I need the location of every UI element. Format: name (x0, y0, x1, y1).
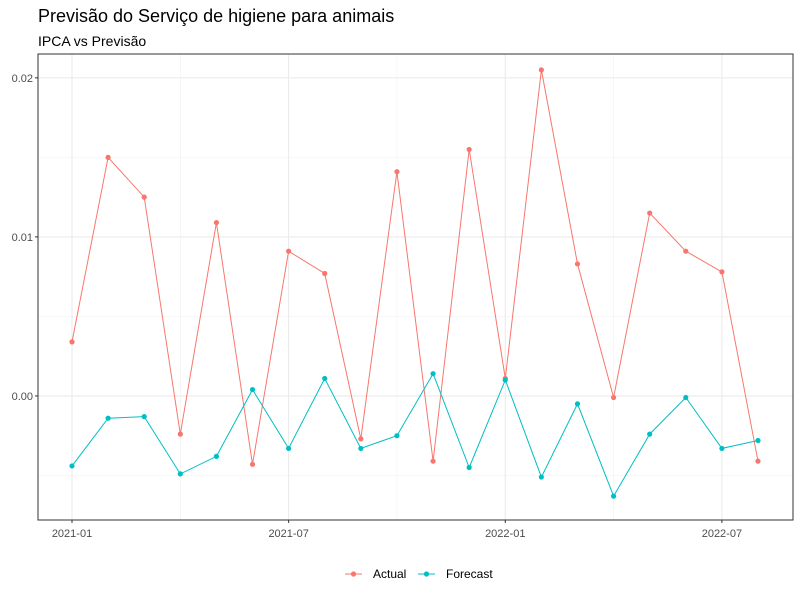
legend-label-forecast: Forecast (446, 567, 493, 581)
data-point-actual (141, 194, 147, 200)
legend: Actual Forecast (345, 567, 493, 581)
data-point-forecast (358, 445, 364, 452)
x-tick-label: 2021-07 (268, 528, 308, 540)
y-tick-label: 0.01 (12, 232, 33, 244)
data-point-actual (358, 436, 364, 442)
series-line-forecast (71, 372, 759, 498)
data-point-actual (466, 146, 472, 153)
data-point-forecast (755, 437, 761, 444)
y-tick-label: 0.00 (12, 391, 33, 403)
grid (38, 54, 793, 520)
y-axis: 0.00 0.01 0.02 (12, 73, 38, 403)
x-tick-label: 2022-01 (485, 528, 525, 540)
x-tick-label: 2022-07 (702, 528, 742, 540)
data-point-forecast (69, 463, 75, 469)
data-point-actual (249, 461, 256, 467)
data-point-forecast (647, 431, 653, 437)
data-point-forecast (322, 375, 328, 382)
y-tick-label: 0.02 (12, 73, 33, 85)
series-lines (71, 69, 759, 498)
chart-title: Previsão do Serviço de higiene para anim… (38, 6, 395, 26)
data-point-forecast (141, 414, 147, 420)
data-point-actual (430, 458, 436, 464)
series-line-actual (71, 69, 759, 465)
data-point-actual (755, 458, 761, 464)
x-tick-label: 2021-01 (52, 528, 92, 540)
data-point-actual (286, 248, 292, 254)
data-point-actual (394, 169, 400, 175)
legend-key-point-forecast (423, 571, 430, 577)
series-points (69, 67, 761, 499)
data-point-forecast (719, 445, 725, 452)
data-point-actual (574, 261, 581, 267)
x-axis: 2021-01 2021-07 2022-01 2022-07 (52, 520, 742, 540)
data-point-forecast (286, 445, 292, 452)
data-point-actual (322, 270, 328, 277)
data-point-actual (538, 67, 544, 73)
data-point-forecast (538, 474, 544, 480)
data-point-forecast (249, 386, 256, 393)
data-point-actual (177, 431, 183, 437)
legend-key-point-actual (350, 571, 357, 577)
data-point-actual (69, 339, 75, 345)
data-point-forecast (502, 377, 508, 383)
chart-subtitle: IPCA vs Previsão (38, 33, 147, 49)
data-point-forecast (574, 401, 581, 407)
data-point-forecast (610, 493, 617, 499)
data-point-actual (647, 210, 653, 216)
data-point-actual (105, 154, 111, 160)
data-point-forecast (105, 415, 111, 421)
data-point-forecast (430, 371, 436, 377)
panel-border (37, 53, 794, 521)
data-point-actual (719, 269, 725, 275)
data-point-forecast (394, 433, 400, 439)
data-point-actual (213, 219, 220, 226)
legend-label-actual: Actual (373, 567, 406, 581)
data-point-forecast (213, 453, 220, 459)
data-point-actual (683, 248, 689, 254)
data-point-forecast (683, 394, 689, 401)
data-point-forecast (466, 464, 472, 471)
data-point-forecast (177, 471, 183, 477)
data-point-actual (610, 394, 617, 401)
